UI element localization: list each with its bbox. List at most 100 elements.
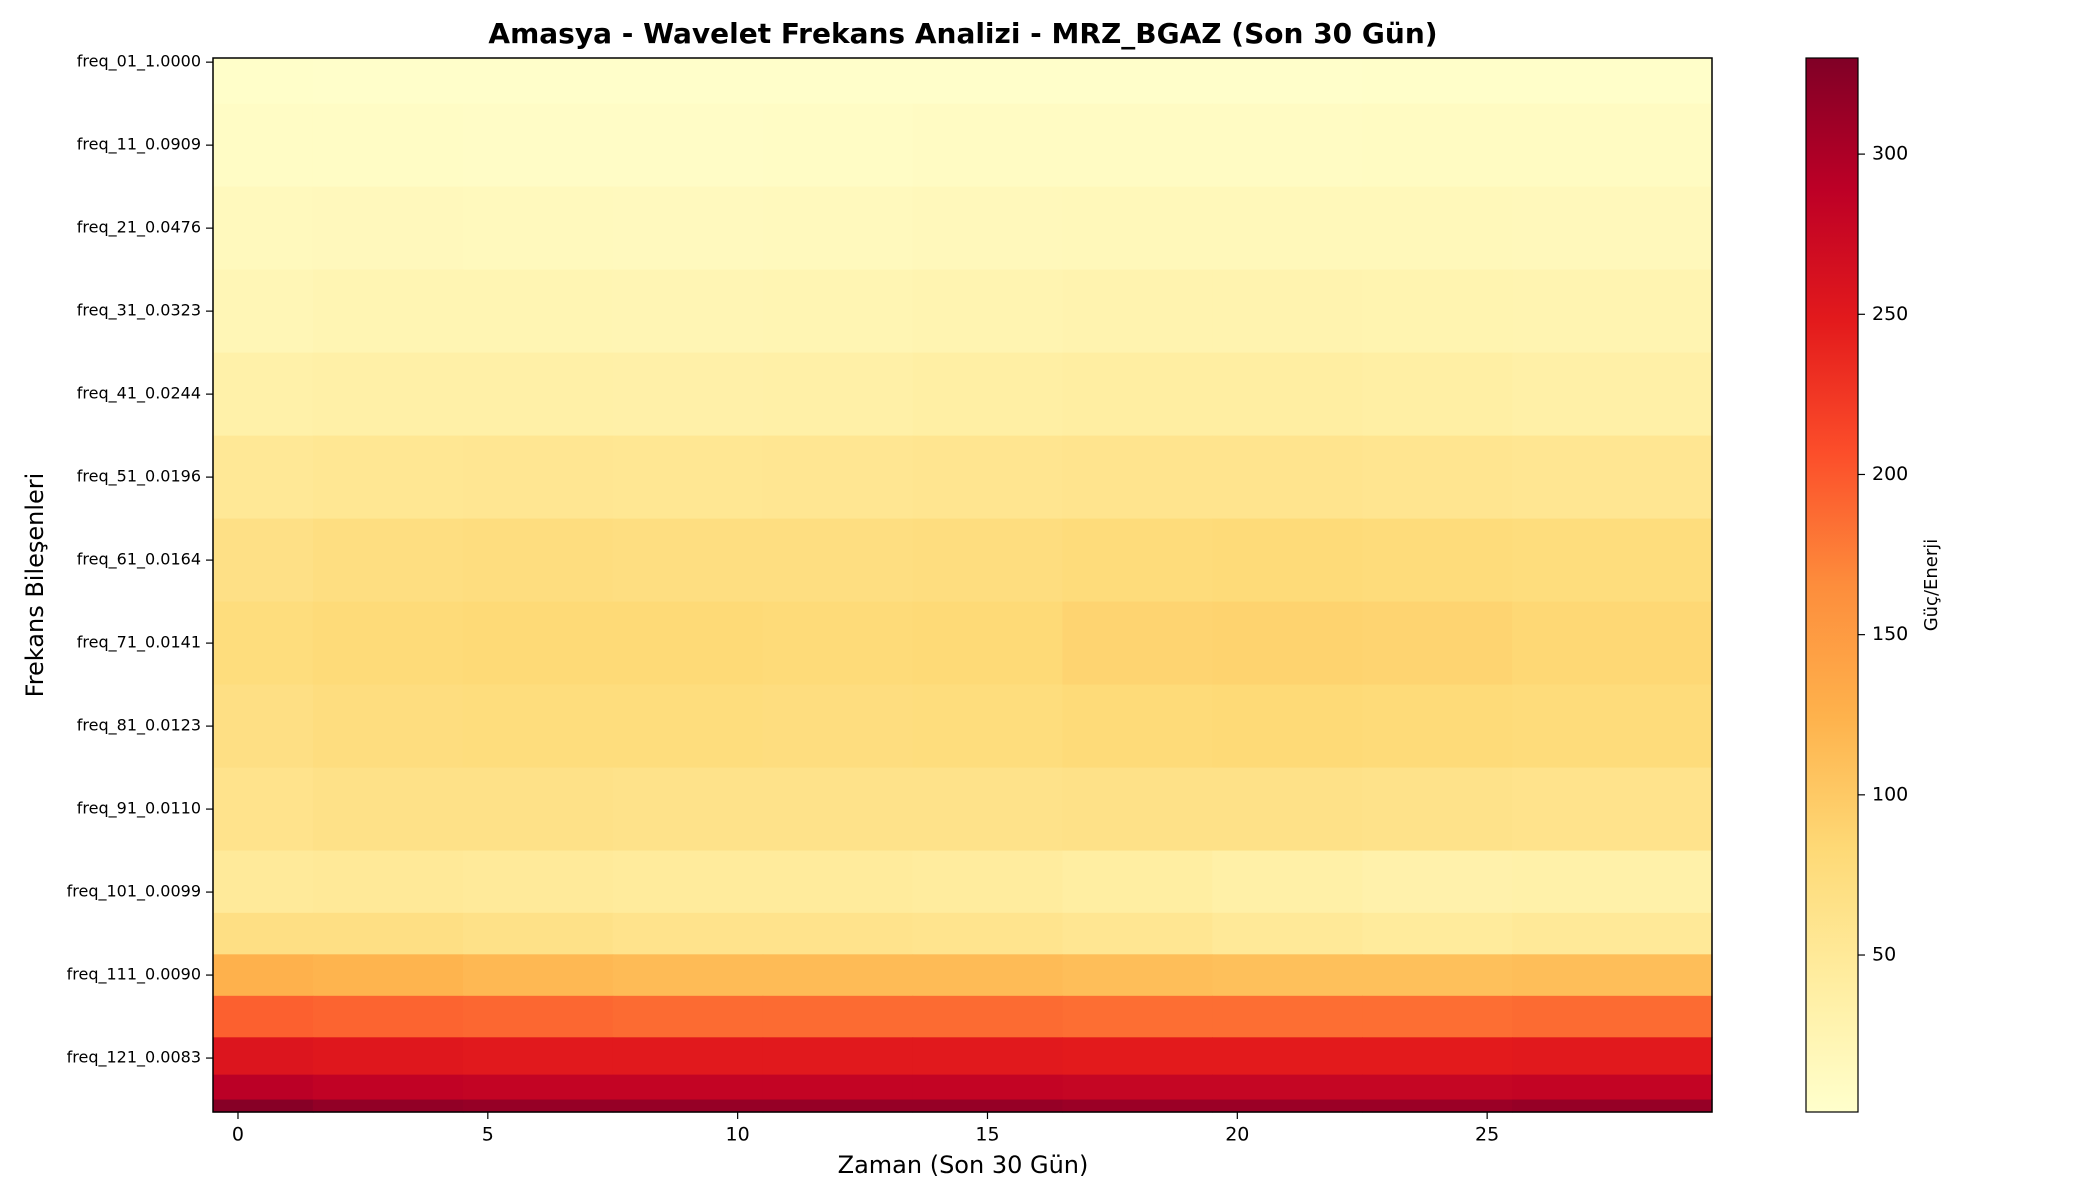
heatmap-cell: [912, 684, 1064, 769]
heatmap-cell: [1062, 1099, 1213, 1113]
heatmap-cell: [1512, 518, 1713, 603]
heatmap-cell: [312, 912, 464, 955]
heatmap-cell: [1512, 850, 1713, 914]
y-tick-label: freq_41_0.0244: [77, 384, 201, 404]
heatmap-cell: [1512, 684, 1713, 769]
heatmap-cell: [1362, 103, 1513, 188]
heatmap-cell: [1512, 1099, 1713, 1113]
heatmap-cell: [762, 269, 914, 354]
heatmap-cell: [312, 767, 464, 852]
colorbar-tick-label: 50: [1872, 944, 1896, 966]
heatmap-cell: [1512, 352, 1713, 437]
heatmap-cell: [213, 269, 314, 354]
heatmap-cell: [762, 1074, 914, 1101]
heatmap-cell: [1062, 912, 1213, 955]
heatmap-cell: [1062, 767, 1213, 852]
heatmap-cell: [312, 518, 464, 603]
heatmap-cell: [462, 995, 614, 1038]
heatmap-cell: [1062, 954, 1213, 997]
heatmap-cell: [912, 850, 1064, 914]
heatmap-cell: [1212, 103, 1363, 188]
heatmap-cell: [612, 954, 764, 997]
heatmap-cell: [1212, 850, 1363, 914]
heatmap-cell: [1062, 1074, 1213, 1101]
heatmap-cell: [1362, 684, 1513, 769]
heatmap-cell: [462, 1099, 614, 1113]
heatmap-cell: [213, 58, 314, 105]
heatmap-cell: [213, 518, 314, 603]
y-tick-label: freq_81_0.0123: [77, 716, 201, 736]
y-tick-label: freq_111_0.0090: [67, 965, 201, 985]
heatmap-cell: [762, 103, 914, 188]
heatmap-cell: [312, 1037, 464, 1076]
heatmap-cell: [762, 601, 914, 686]
heatmap-cell: [612, 850, 764, 914]
heatmap-cell: [213, 352, 314, 437]
heatmap-cell: [213, 186, 314, 271]
heatmap-cell: [1362, 58, 1513, 105]
heatmap-cell: [762, 435, 914, 520]
heatmap-cell: [1512, 186, 1713, 271]
heatmap-cell: [312, 684, 464, 769]
heatmap-cell: [762, 954, 914, 997]
heatmap-cell: [312, 954, 464, 997]
heatmap-cell: [462, 352, 614, 437]
heatmap-cell: [1212, 518, 1363, 603]
heatmap: [213, 58, 1713, 1113]
heatmap-cell: [1062, 684, 1213, 769]
x-tick-label: 25: [1475, 1124, 1499, 1146]
heatmap-cell: [312, 435, 464, 520]
heatmap-cell: [213, 435, 314, 520]
heatmap-cell: [912, 954, 1064, 997]
heatmap-cell: [912, 518, 1064, 603]
heatmap-cell: [312, 58, 464, 105]
heatmap-cell: [1362, 1037, 1513, 1076]
heatmap-cell: [1512, 103, 1713, 188]
heatmap-cell: [612, 767, 764, 852]
heatmap-cell: [462, 954, 614, 997]
heatmap-cell: [1212, 186, 1363, 271]
heatmap-cell: [1212, 1074, 1363, 1101]
y-axis-label: Frekans Bileşenleri: [21, 473, 49, 698]
heatmap-cell: [762, 352, 914, 437]
y-tick-label: freq_101_0.0099: [67, 882, 201, 902]
heatmap-cell: [1512, 767, 1713, 852]
heatmap-cell: [213, 954, 314, 997]
heatmap-cell: [1062, 435, 1213, 520]
heatmap-cell: [1362, 601, 1513, 686]
heatmap-cell: [1512, 435, 1713, 520]
heatmap-cell: [312, 352, 464, 437]
heatmap-cell: [462, 684, 614, 769]
heatmap-cell: [1512, 1037, 1713, 1076]
heatmap-cell: [762, 58, 914, 105]
heatmap-cell: [462, 435, 614, 520]
heatmap-cell: [912, 767, 1064, 852]
y-tick-label: freq_01_1.0000: [77, 52, 201, 72]
x-tick-label: 15: [975, 1124, 999, 1146]
heatmap-cell: [1212, 995, 1363, 1038]
x-tick-label: 5: [482, 1124, 494, 1146]
heatmap-cell: [213, 1074, 314, 1101]
heatmap-cell: [612, 601, 764, 686]
heatmap-cell: [1212, 1037, 1363, 1076]
heatmap-cell: [312, 269, 464, 354]
heatmap-cell: [1212, 352, 1363, 437]
heatmap-cell: [312, 103, 464, 188]
heatmap-cell: [1362, 186, 1513, 271]
heatmap-cell: [1362, 995, 1513, 1038]
x-tick-label: 10: [726, 1124, 750, 1146]
colorbar: [1805, 57, 1859, 1113]
heatmap-cell: [1212, 58, 1363, 105]
y-tick-label: freq_91_0.0110: [77, 799, 201, 819]
heatmap-cell: [762, 767, 914, 852]
heatmap-cell: [312, 995, 464, 1038]
x-tick-label: 0: [232, 1124, 244, 1146]
heatmap-cell: [312, 1099, 464, 1113]
heatmap-cell: [762, 1037, 914, 1076]
heatmap-cell: [213, 995, 314, 1038]
y-tick-label: freq_11_0.0909: [77, 135, 201, 155]
y-tick-label: freq_21_0.0476: [77, 218, 201, 238]
heatmap-cell: [1512, 995, 1713, 1038]
heatmap-cell: [612, 995, 764, 1038]
heatmap-cell: [612, 1099, 764, 1113]
